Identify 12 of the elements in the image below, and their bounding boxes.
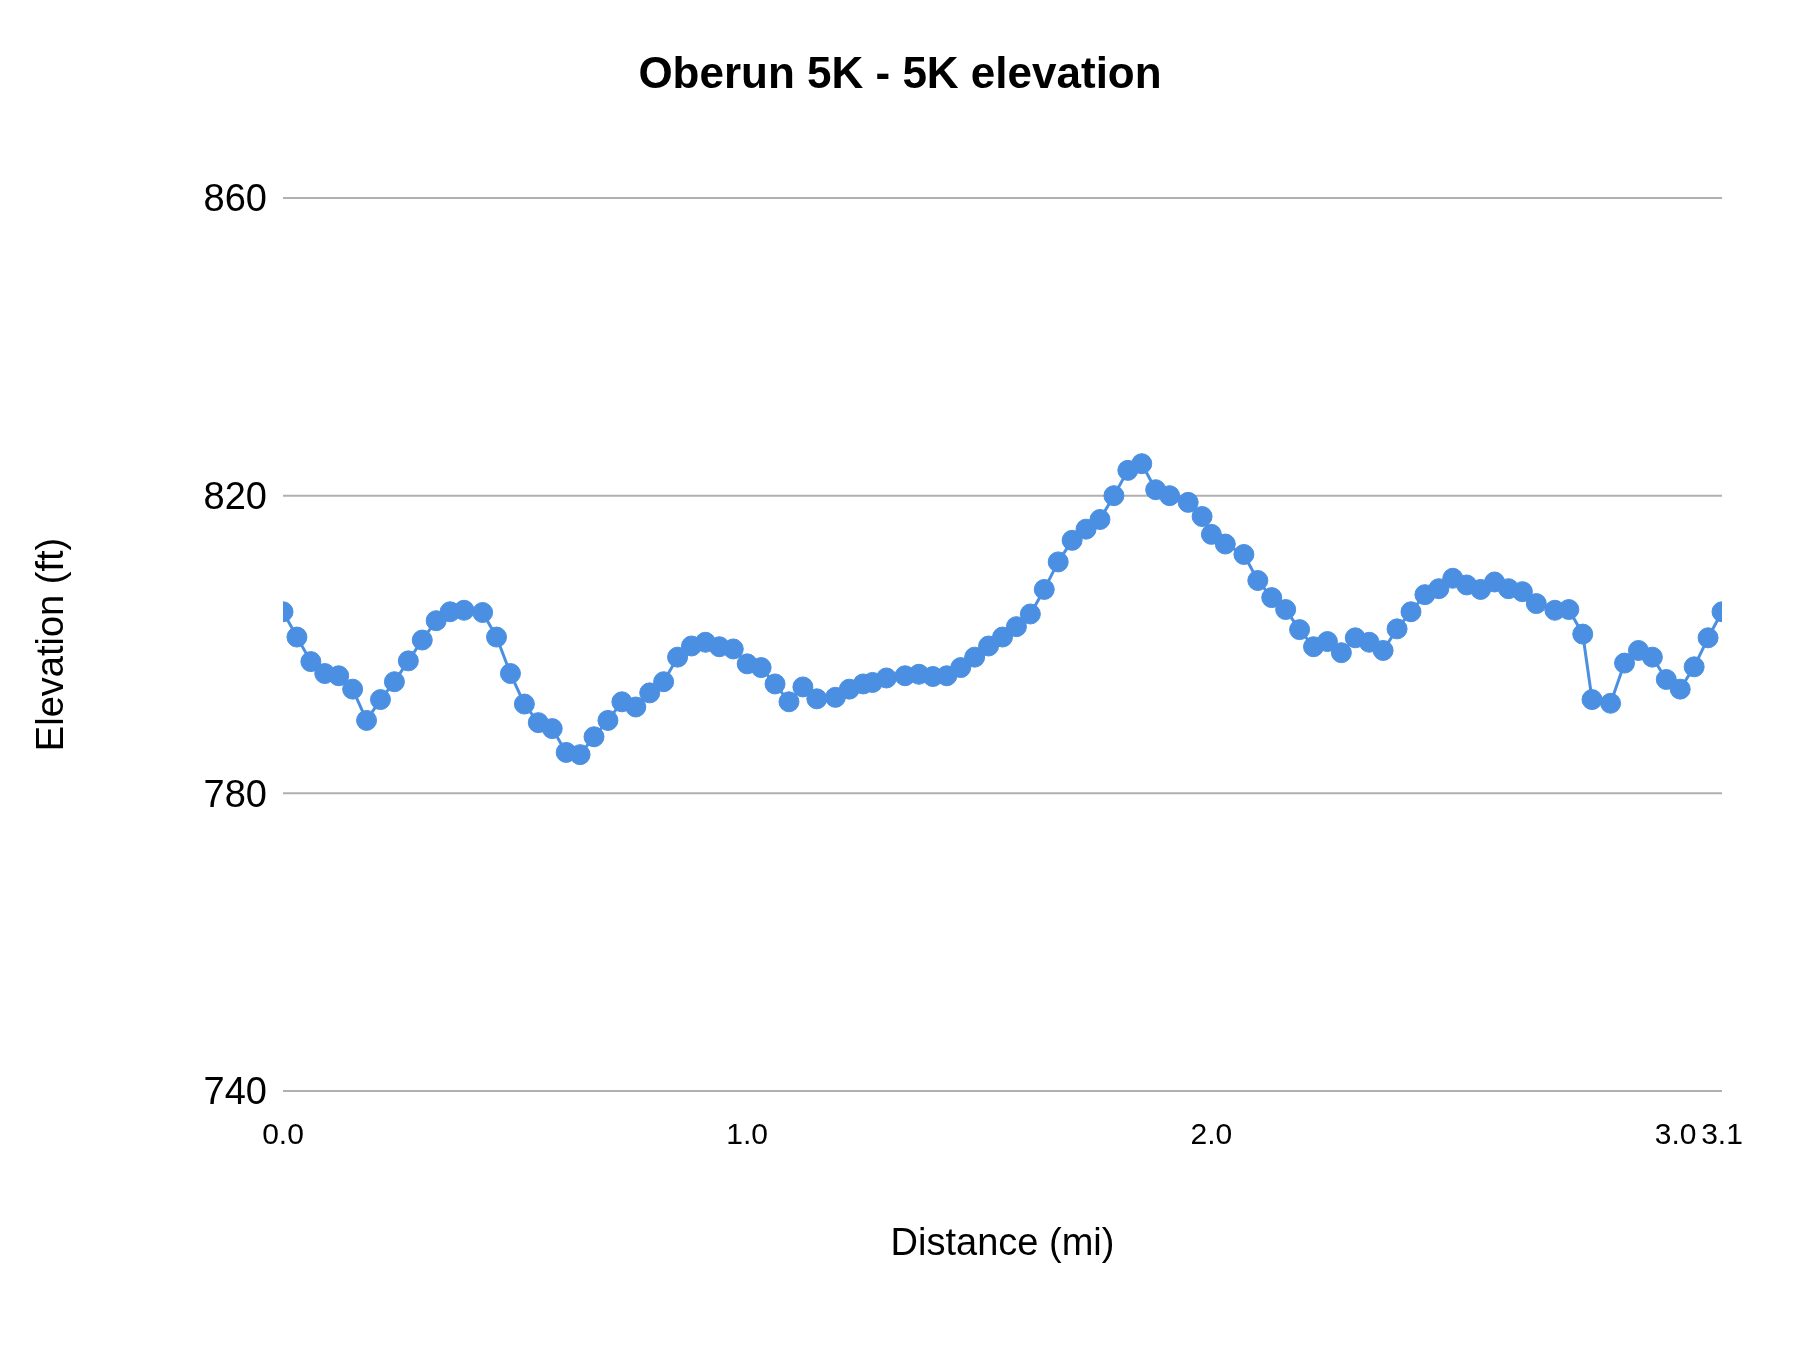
y-axis-title: Elevation (ft) — [29, 537, 72, 752]
y-tick-label: 780 — [203, 772, 267, 815]
y-tick-label: 820 — [203, 475, 267, 518]
x-tick-label: 1.0 — [726, 1117, 769, 1151]
y-tick-label: 740 — [203, 1070, 267, 1113]
chart-title: Oberun 5K - 5K elevation — [637, 48, 1163, 98]
y-tick-label: 860 — [203, 177, 267, 220]
x-tick-label: 2.0 — [1190, 1117, 1233, 1151]
x-tick-label: 3.1 — [1701, 1117, 1743, 1151]
x-tick-label: 0.0 — [262, 1117, 304, 1151]
x-axis-title: Distance (mi) — [890, 1221, 1115, 1263]
x-tick-label: 3.0 — [1654, 1117, 1697, 1151]
